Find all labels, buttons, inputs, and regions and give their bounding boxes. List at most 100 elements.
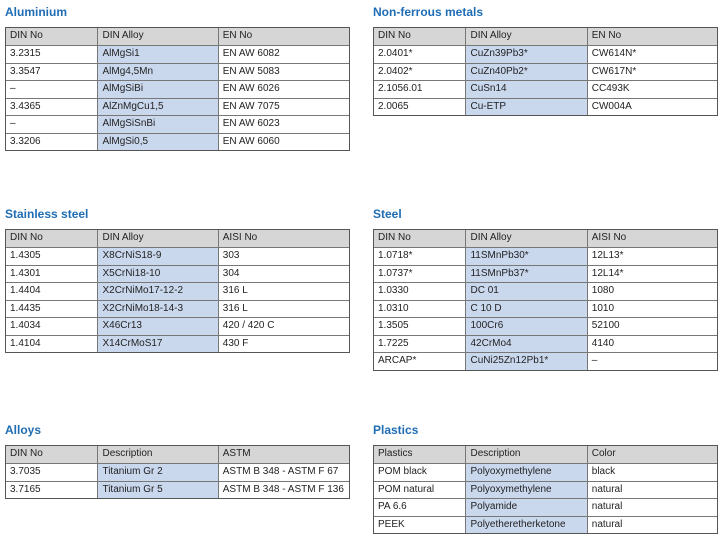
table-cell: 1.4301	[10, 267, 41, 279]
table-cell: 11SMnPb37*	[465, 265, 587, 282]
section-title: Steel	[373, 207, 402, 221]
column-header: DIN Alloy	[465, 230, 586, 247]
table-cell: 1080	[586, 283, 717, 300]
table-row: 1.4104 X14CrMoS17 430 F	[6, 334, 349, 352]
section-title: Alloys	[5, 423, 42, 437]
column-header: DIN No	[378, 30, 411, 41]
table-row: 1.7225 42CrMo4 4140	[374, 334, 717, 352]
table-row: 3.7165 Titanium Gr 5 ASTM B 348 - ASTM F 1…	[6, 480, 349, 498]
table-cell: AlMgSi1	[97, 46, 218, 63]
table-cell: 1.4435	[10, 302, 41, 314]
table-row: 1.3505 100Cr6 52100	[374, 317, 717, 335]
table-cell: 52100	[586, 318, 717, 335]
table-cell: 2.0401*	[378, 48, 413, 59]
table-cell: CW614N*	[586, 46, 717, 63]
table-cell: Cu-ETP	[465, 98, 587, 115]
table-row: 1.4034 X46Cr13 420 / 420 C	[6, 317, 349, 335]
table-cell: CuNi25Zn12Pb1*	[465, 353, 587, 370]
table-cell: PEEK	[378, 518, 405, 530]
column-header: EN No	[586, 28, 717, 45]
table-cell: EN AW 6023	[217, 116, 349, 133]
column-header: EN No	[217, 28, 349, 45]
table-cell: ARCAP*	[378, 355, 417, 366]
table-cell: EN AW 5083	[217, 63, 349, 80]
header-row: DIN No DIN Alloy EN No	[374, 28, 717, 45]
table-cell: 1.4104	[10, 337, 41, 349]
table-cell: 3.3206	[10, 135, 41, 147]
table-cell: 2.1056.01	[378, 83, 423, 94]
column-header: DIN Alloy	[465, 28, 586, 45]
table-cell: 304	[217, 265, 349, 282]
table-cell: 1.0310	[378, 302, 409, 314]
section-title: Plastics	[373, 423, 419, 437]
table-row: ARCAP* CuNi25Zn12Pb1* –	[374, 352, 717, 370]
column-header: DIN Alloy	[97, 230, 217, 247]
table-cell: natural	[586, 516, 717, 533]
table-row: 2.0065 Cu-ETP CW004A	[374, 97, 717, 115]
table-row: 2.0402* CuZn40Pb2* CW617N*	[374, 62, 717, 80]
table-cell: X8CrNiS18-9	[97, 248, 218, 265]
section-title: Aluminium	[5, 5, 67, 19]
table: Plastics Description Color POM black Polyoxy…	[373, 445, 718, 534]
table-row: POM natural Polyoxymethylene natural	[374, 480, 717, 498]
table-cell: natural	[586, 481, 717, 498]
table-cell: EN AW 6060	[217, 133, 349, 150]
table-cell: X46Cr13	[97, 318, 218, 335]
column-header: Description	[97, 446, 217, 463]
table-cell: 3.4365	[10, 100, 41, 112]
table-row: 1.0330 DC 01 1080	[374, 282, 717, 300]
table-cell: CuZn39Pb3*	[465, 46, 587, 63]
table-row: 1.4305 X8CrNiS18-9 303	[6, 247, 349, 265]
column-header: DIN No	[10, 232, 43, 243]
table-cell: EN AW 7075	[217, 98, 349, 115]
table-cell: 4140	[586, 335, 717, 352]
table-row: 1.0310 C 10 D 1010	[374, 299, 717, 317]
table-cell: –	[586, 353, 717, 370]
table-cell: 316 L	[217, 300, 349, 317]
table-cell: 3.3547	[10, 65, 41, 77]
table-cell: 12L14*	[586, 265, 717, 282]
column-header: AISI No	[217, 230, 349, 247]
header-row: DIN No DIN Alloy EN No	[6, 28, 349, 45]
table-row: 3.2315 AlMgSi1 EN AW 6082	[6, 45, 349, 63]
table-cell: Polyetheretherketone	[465, 516, 587, 533]
table-cell: PA 6.6	[378, 501, 407, 512]
table-cell: –	[10, 118, 16, 129]
table-row: 1.0737* 11SMnPb37* 12L14*	[374, 264, 717, 282]
table-cell: Polyamide	[465, 499, 587, 516]
table-cell: AlMgSiBi	[97, 81, 218, 98]
table-cell: Titanium Gr 5	[97, 481, 218, 498]
table-cell: 1.4305	[10, 250, 41, 261]
table-cell: –	[10, 83, 16, 94]
table-cell: 1.0737*	[378, 267, 413, 279]
table-cell: CW004A	[586, 98, 717, 115]
table-row: 1.4301 X5CrNi18-10 304	[6, 264, 349, 282]
column-header: DIN No	[378, 232, 411, 243]
table-cell: 3.7035	[10, 466, 41, 477]
table-cell: DC 01	[465, 283, 587, 300]
table-cell: X14CrMoS17	[97, 335, 218, 352]
table-cell: 1.4404	[10, 285, 41, 296]
table-row: 3.3547 AlMg4,5Mn EN AW 5083	[6, 62, 349, 80]
table-row: POM black Polyoxymethylene black	[374, 463, 717, 481]
table-cell: AlZnMgCu1,5	[97, 98, 218, 115]
table-cell: X2CrNiMo18-14-3	[97, 300, 218, 317]
table-cell: 1.0718*	[378, 250, 413, 261]
table-cell: 2.0065	[378, 100, 409, 112]
column-header: DIN No	[10, 30, 43, 41]
header-row: DIN No DIN Alloy AISI No	[6, 230, 349, 247]
table-cell: X2CrNiMo17-12-2	[97, 283, 218, 300]
table-cell: 1.7225	[378, 337, 409, 349]
table-cell: ASTM B 348 - ASTM F 136	[217, 481, 349, 498]
table-cell: 430 F	[217, 335, 349, 352]
table: DIN No DIN Alloy EN No 2.0401* CuZn39Pb3* CW6…	[373, 27, 718, 116]
table-cell: 1.4034	[10, 320, 41, 331]
section-title: Stainless steel	[5, 207, 89, 221]
table-row: 1.4435 X2CrNiMo18-14-3 316 L	[6, 299, 349, 317]
table-cell: ASTM B 348 - ASTM F 67	[217, 464, 349, 481]
table: DIN No DIN Alloy AISI No 1.0718* 11SMnPb30* 1…	[373, 229, 718, 371]
table-cell: 1.0330	[378, 285, 409, 296]
column-header: DIN Alloy	[97, 28, 217, 45]
table-cell: 1.3505	[378, 320, 409, 331]
table-row: 2.0401* CuZn39Pb3* CW614N*	[374, 45, 717, 63]
